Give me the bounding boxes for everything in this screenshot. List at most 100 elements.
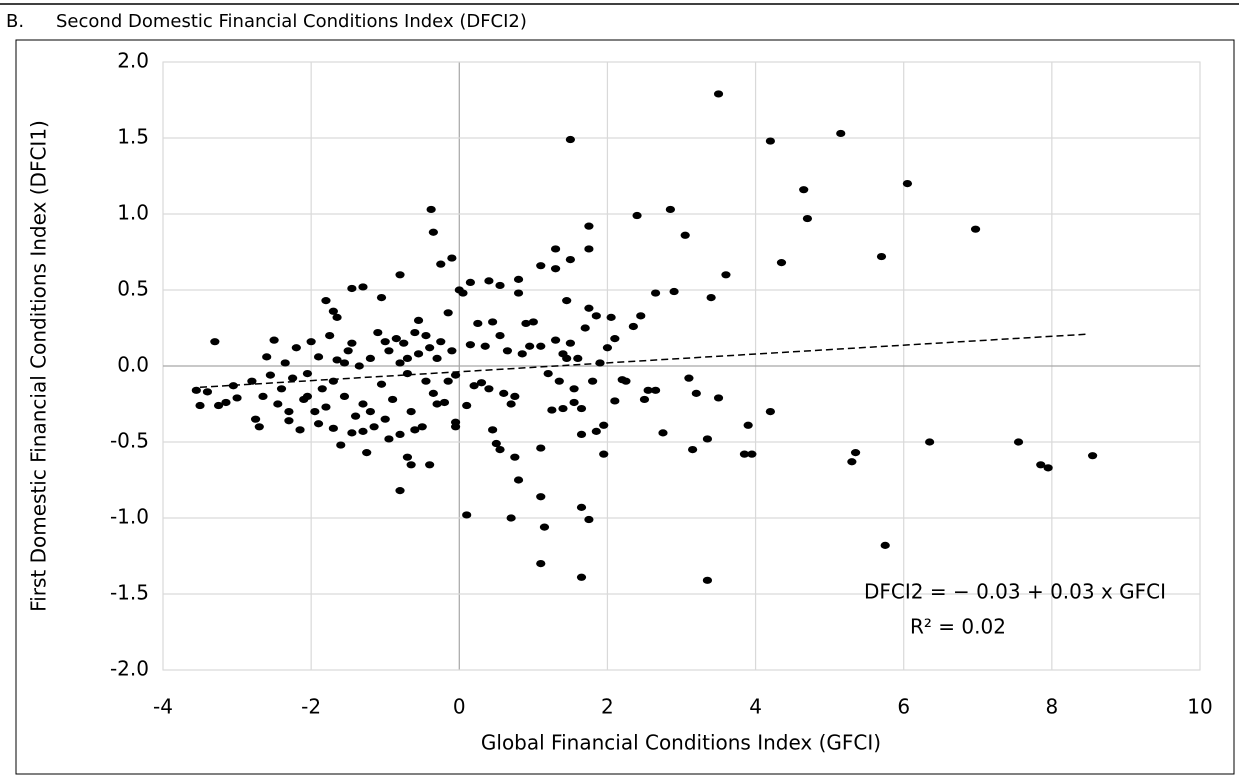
data-point (417, 423, 427, 431)
data-point (443, 377, 453, 385)
data-point (484, 385, 494, 393)
data-point (506, 514, 516, 522)
data-point (202, 388, 213, 396)
data-point (462, 401, 472, 410)
data-point (580, 324, 590, 332)
data-point (925, 438, 935, 446)
data-point (250, 415, 261, 423)
data-point (406, 408, 416, 416)
data-point (584, 304, 594, 312)
data-point (247, 377, 257, 385)
data-point (1087, 452, 1098, 460)
data-point (302, 392, 313, 400)
data-point (317, 385, 327, 393)
data-point (591, 427, 601, 435)
data-point (495, 332, 505, 340)
data-point (380, 415, 390, 423)
data-point (210, 338, 220, 346)
data-point (525, 342, 535, 350)
data-point (365, 354, 375, 362)
data-point (384, 347, 394, 355)
data-point (321, 297, 331, 305)
y-axis-title: First Domestic Financial Conditions Inde… (27, 120, 51, 612)
data-point (284, 408, 294, 416)
data-point (395, 271, 405, 279)
data-point (399, 339, 409, 347)
data-point (495, 446, 505, 454)
x-axis-title: Global Financial Conditions Index (GFCI) (481, 731, 881, 755)
x-tick-label: 2 (601, 695, 614, 719)
data-point (706, 294, 716, 302)
data-point (1013, 438, 1024, 446)
data-point (1043, 464, 1053, 472)
data-point (373, 328, 383, 337)
data-point (384, 435, 394, 443)
data-point (328, 307, 338, 315)
data-point (510, 392, 520, 400)
data-point (776, 259, 787, 267)
data-point (743, 421, 753, 429)
data-point (273, 400, 283, 408)
data-point (447, 254, 457, 262)
data-point (576, 404, 587, 413)
data-point (428, 389, 438, 397)
data-point (436, 338, 446, 346)
data-point (276, 385, 287, 393)
data-point (799, 186, 809, 194)
data-point (536, 444, 546, 452)
data-point (713, 90, 724, 98)
data-point (506, 400, 516, 408)
data-point (610, 335, 620, 343)
data-point (602, 344, 613, 352)
data-point (262, 353, 272, 361)
data-point (836, 129, 846, 138)
data-point (213, 401, 224, 410)
data-point (521, 319, 531, 328)
data-point (721, 271, 731, 279)
data-point (347, 284, 357, 293)
data-point (550, 265, 561, 273)
data-point (565, 135, 575, 144)
data-point (702, 435, 713, 443)
data-point (269, 336, 279, 344)
data-point (450, 371, 461, 379)
data-point (847, 458, 857, 466)
data-point (332, 356, 342, 364)
data-point (432, 354, 442, 362)
data-point (536, 560, 546, 568)
data-point (284, 417, 294, 425)
data-point (488, 318, 498, 326)
data-point (876, 252, 887, 261)
data-point (221, 398, 231, 407)
data-point (258, 392, 268, 400)
data-point (402, 453, 413, 461)
data-point (288, 374, 298, 382)
data-point (328, 424, 338, 432)
trend-line (199, 333, 1089, 389)
data-point (458, 289, 468, 297)
data-point (643, 386, 653, 394)
data-point (488, 426, 498, 434)
data-point (628, 322, 638, 331)
data-point (543, 370, 553, 378)
data-point (232, 394, 242, 402)
y-tick-label: -1.5 (110, 581, 149, 605)
data-point (376, 294, 387, 302)
data-point (295, 426, 305, 434)
data-point (639, 395, 650, 404)
y-tick-label: -0.5 (110, 429, 149, 453)
data-point (902, 180, 913, 188)
data-point (562, 354, 572, 362)
data-point (636, 312, 646, 320)
data-point (536, 342, 546, 350)
data-point (621, 377, 631, 385)
data-point (765, 408, 775, 416)
data-point (688, 446, 698, 454)
data-point (765, 137, 775, 145)
data-point (550, 336, 561, 344)
data-point (513, 275, 524, 283)
data-point (576, 503, 587, 511)
data-point (536, 262, 546, 270)
data-point (413, 316, 424, 324)
data-point (432, 400, 442, 408)
